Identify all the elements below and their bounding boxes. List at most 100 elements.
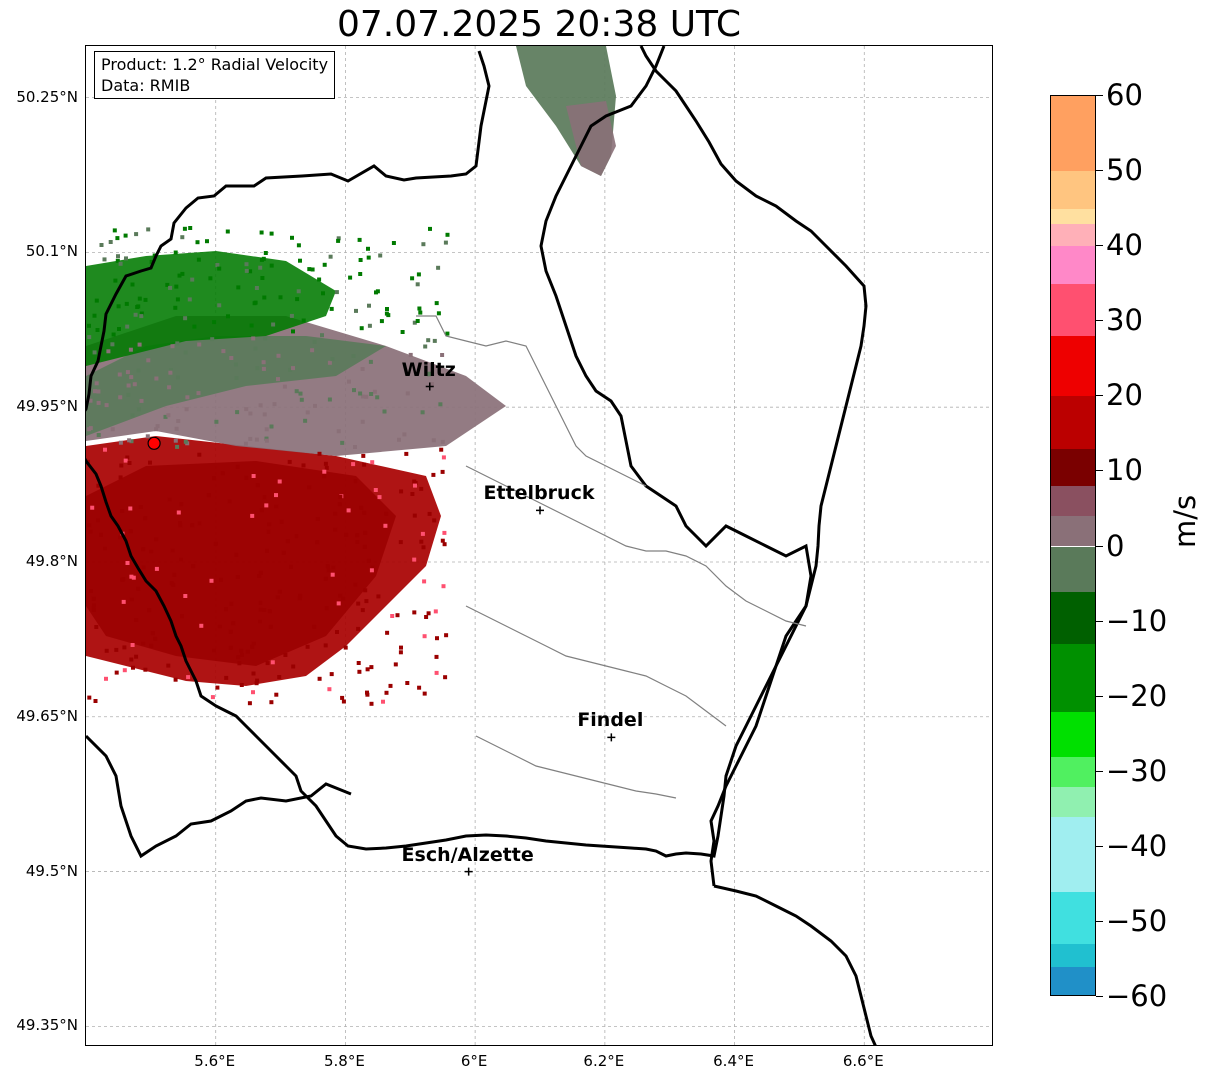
radar-pixel — [258, 619, 262, 624]
radar-pixel — [123, 233, 128, 238]
radar-pixel — [341, 596, 346, 601]
radar-pixel — [277, 589, 282, 594]
radar-pixel — [375, 395, 380, 400]
radar-pixel — [351, 354, 356, 358]
radar-pixel — [234, 376, 239, 380]
radar-pixel — [373, 488, 378, 492]
radar-pixel — [415, 319, 420, 323]
radar-pixel — [440, 469, 445, 474]
map-area[interactable] — [85, 45, 993, 1046]
luxembourg-border — [86, 46, 868, 858]
city-markers — [147, 382, 616, 876]
colorbar-tick-label: 10 — [1106, 453, 1143, 488]
radar-pixel — [89, 589, 93, 593]
map-title: 07.07.2025 20:38 UTC — [336, 4, 742, 45]
country-borders — [86, 46, 877, 1045]
radar-pixel — [299, 397, 304, 402]
radar-pixel — [149, 643, 154, 648]
radar-pixel — [118, 535, 122, 540]
radar-pixel — [274, 504, 279, 509]
radar-pixel — [367, 303, 371, 308]
radar-pixel — [266, 529, 271, 534]
radar-pixel — [322, 262, 327, 267]
radar-pixel — [317, 451, 322, 456]
radar-pixel — [128, 347, 133, 352]
radar-pixel — [267, 522, 272, 527]
radar-pixel — [115, 258, 120, 263]
radar-pixel — [210, 695, 215, 700]
radar-pixel — [263, 336, 268, 341]
radar-pixel — [133, 312, 138, 317]
radar-pixel — [382, 409, 387, 414]
radar-pixel — [178, 523, 183, 528]
radar-pixel — [297, 596, 302, 601]
colorbar-tick-mark — [1096, 170, 1103, 172]
colorbar-tick-mark — [1096, 95, 1103, 96]
radar-pixel — [444, 633, 449, 638]
radar-pixel — [210, 337, 215, 342]
radar-pixel — [360, 608, 365, 613]
radar-pixel — [398, 540, 403, 545]
radar-pixel — [322, 474, 327, 479]
radar-pixel — [118, 395, 123, 400]
radar-pixel — [360, 419, 365, 424]
radar-pixel — [228, 629, 233, 634]
radar-pixel — [336, 601, 341, 606]
radar-pixel — [134, 232, 139, 237]
radar-pixel — [258, 607, 263, 612]
radar-pixel — [93, 699, 98, 703]
radar-pixel — [315, 517, 320, 521]
radar-pixel — [215, 263, 220, 267]
radar-pixel — [192, 324, 197, 329]
longitude-tick-label: 6.2°E — [583, 1052, 625, 1070]
radar-pixel — [175, 444, 180, 449]
radar-pixel — [398, 650, 403, 655]
radar-pixel — [88, 398, 93, 403]
radar-pixel — [343, 645, 348, 650]
radar-pixel — [294, 389, 299, 394]
radar-pixel — [298, 258, 302, 263]
radar-pixel — [129, 375, 134, 380]
radar-pixel — [149, 259, 154, 264]
radar-pixel — [236, 655, 241, 660]
radar-pixel — [245, 649, 250, 654]
radar-pixel — [440, 439, 445, 444]
radar-pixel — [154, 376, 159, 381]
radar-pixel — [141, 641, 146, 646]
radar-pixel — [92, 313, 97, 318]
radar-pixel — [94, 381, 99, 386]
colorbar-unit-label: m/s — [1168, 494, 1202, 548]
radar-pixel — [257, 574, 262, 578]
radar-pixel — [236, 285, 241, 290]
radar-pixel — [240, 652, 244, 657]
radar-pixel — [438, 402, 443, 407]
radar-pixel — [174, 284, 179, 289]
radar-pixel — [108, 240, 113, 244]
radar-pixel — [440, 353, 445, 357]
radar-pixel — [322, 469, 327, 474]
radar-pixel — [229, 601, 234, 606]
radar-pixel — [195, 240, 200, 245]
radar-pixel — [366, 246, 370, 251]
radar-pixel — [431, 472, 436, 477]
radar-pixel — [153, 636, 158, 641]
radar-pixel — [130, 413, 135, 418]
radar-pixel — [289, 313, 294, 318]
radar-pixel — [139, 398, 144, 403]
radar-pixel — [417, 685, 422, 690]
colorbar-tick-mark — [1096, 395, 1103, 397]
radar-pixel — [244, 262, 249, 267]
velocity-colorbar — [1050, 95, 1096, 996]
radar-pixel — [423, 344, 428, 349]
radar-pixel — [131, 575, 136, 580]
radar-pixel — [184, 407, 189, 412]
radar-pixel — [296, 289, 301, 294]
radar-pixel — [335, 630, 339, 634]
radar-pixel — [154, 537, 159, 542]
radar-pixel — [254, 286, 259, 290]
radar-pixel — [369, 701, 374, 706]
radar-pixel — [267, 609, 272, 614]
radar-pixel — [179, 557, 183, 562]
radar-pixel — [379, 319, 384, 324]
radar-pixel — [274, 493, 278, 498]
